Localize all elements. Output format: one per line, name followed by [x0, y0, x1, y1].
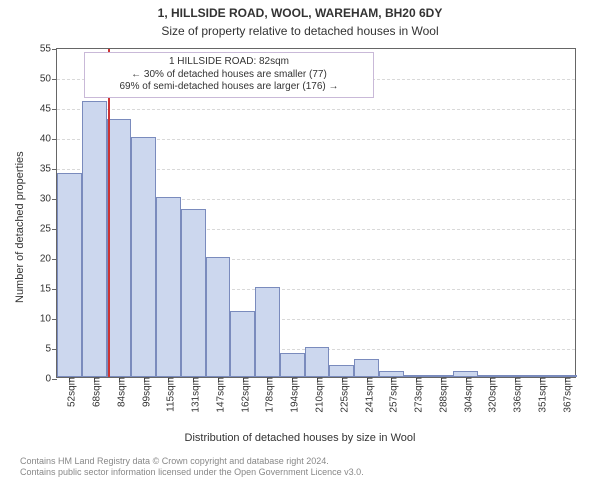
xtick-label: 320sqm: [482, 377, 499, 413]
ytick-label: 40: [40, 134, 57, 145]
xtick-label: 367sqm: [556, 377, 573, 413]
histogram-bar: [230, 311, 255, 377]
histogram-bar: [255, 287, 280, 377]
histogram-bar: [107, 119, 132, 377]
ytick-label: 30: [40, 194, 57, 205]
histogram-bar: [156, 197, 181, 377]
annotation-line: ← 30% of detached houses are smaller (77…: [91, 69, 367, 82]
footer-line: Contains public sector information licen…: [20, 467, 600, 478]
histogram-chart: 1, HILLSIDE ROAD, WOOL, WAREHAM, BH20 6D…: [0, 0, 600, 500]
histogram-bar: [206, 257, 231, 377]
xtick-label: 288sqm: [432, 377, 449, 413]
histogram-bar: [354, 359, 379, 377]
xtick-label: 241sqm: [358, 377, 375, 413]
ytick-label: 45: [40, 104, 57, 115]
xtick-label: 68sqm: [86, 377, 103, 407]
xtick-label: 351sqm: [531, 377, 548, 413]
footer-line: Contains HM Land Registry data © Crown c…: [20, 456, 600, 467]
xtick-label: 99sqm: [135, 377, 152, 407]
xtick-label: 194sqm: [284, 377, 301, 413]
y-axis-label: Number of detached properties: [14, 151, 26, 303]
chart-subtitle: Size of property relative to detached ho…: [0, 24, 600, 38]
xtick-label: 210sqm: [309, 377, 326, 413]
xtick-label: 336sqm: [507, 377, 524, 413]
x-axis-label: Distribution of detached houses by size …: [0, 432, 600, 444]
xtick-label: 304sqm: [457, 377, 474, 413]
histogram-bar: [305, 347, 330, 377]
xtick-label: 273sqm: [408, 377, 425, 413]
ytick-label: 50: [40, 74, 57, 85]
ytick-label: 55: [40, 44, 57, 55]
xtick-label: 147sqm: [209, 377, 226, 413]
chart-title: 1, HILLSIDE ROAD, WOOL, WAREHAM, BH20 6D…: [0, 6, 600, 20]
ytick-label: 25: [40, 224, 57, 235]
xtick-label: 52sqm: [61, 377, 78, 407]
histogram-bar: [82, 101, 107, 377]
footer-attribution: Contains HM Land Registry data © Crown c…: [0, 456, 600, 478]
marker-line: [108, 49, 110, 377]
ytick-label: 0: [45, 374, 57, 385]
xtick-label: 178sqm: [259, 377, 276, 413]
annotation-line: 69% of semi-detached houses are larger (…: [91, 81, 367, 94]
ytick-label: 15: [40, 284, 57, 295]
ytick-label: 10: [40, 314, 57, 325]
xtick-label: 84sqm: [110, 377, 127, 407]
xtick-label: 225sqm: [333, 377, 350, 413]
ytick-label: 35: [40, 164, 57, 175]
xtick-label: 257sqm: [383, 377, 400, 413]
plot-area: 051015202530354045505552sqm68sqm84sqm99s…: [56, 48, 576, 378]
annotation-box: 1 HILLSIDE ROAD: 82sqm← 30% of detached …: [84, 52, 374, 98]
xtick-label: 115sqm: [160, 377, 177, 412]
histogram-bar: [131, 137, 156, 377]
xtick-label: 131sqm: [185, 377, 202, 413]
histogram-bar: [329, 365, 354, 377]
histogram-bar: [57, 173, 82, 377]
ytick-label: 5: [45, 344, 57, 355]
annotation-line: 1 HILLSIDE ROAD: 82sqm: [91, 56, 367, 69]
ytick-label: 20: [40, 254, 57, 265]
histogram-bar: [181, 209, 206, 377]
gridline: [57, 109, 575, 110]
xtick-label: 162sqm: [234, 377, 251, 413]
histogram-bar: [280, 353, 305, 377]
